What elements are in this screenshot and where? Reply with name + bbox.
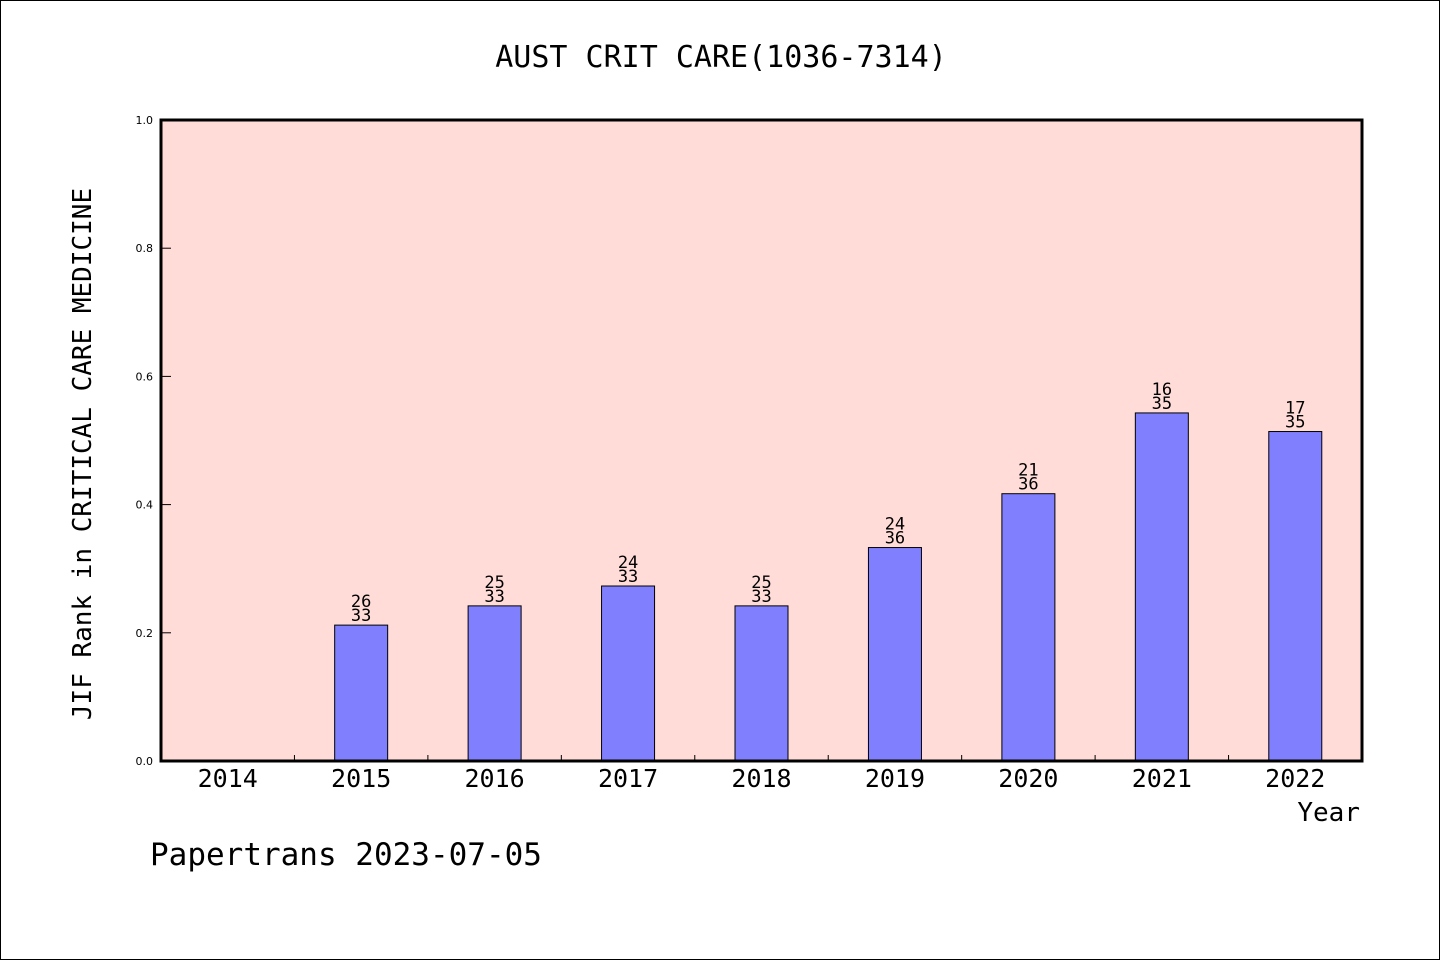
- bar-2015: [334, 624, 389, 762]
- bar-2021: [1134, 412, 1189, 762]
- bar-label-total: 33: [751, 587, 771, 607]
- plot-border: [159, 118, 1364, 763]
- y-axis-label: JIF Rank in CRITICAL CARE MEDICINE: [68, 188, 98, 720]
- bar-2019: [867, 547, 922, 762]
- x-axis: 2014 2015 2016 2017 2018 2019 2020 2021 2022: [198, 755, 1325, 793]
- bars-group: [334, 412, 1323, 762]
- y-tick-label: 0.2: [136, 627, 154, 640]
- x-tick-label: 2015: [331, 764, 391, 793]
- x-tick-label: 2018: [731, 764, 791, 793]
- bar-label-total: 33: [484, 587, 504, 607]
- bar-label-rank: 17: [1285, 399, 1305, 419]
- bar-2018: [734, 605, 789, 762]
- bar-label-total: 33: [351, 606, 371, 626]
- x-tick-label: 2022: [1265, 764, 1325, 793]
- x-tick-label: 2017: [598, 764, 658, 793]
- x-tick-label: 2016: [465, 764, 525, 793]
- footer-credit: Papertrans 2023-07-05: [150, 837, 542, 873]
- x-tick-label: 2021: [1132, 764, 1192, 793]
- bar-2020: [1001, 493, 1056, 762]
- bar-2022: [1268, 431, 1323, 762]
- bar-label-total: 36: [1018, 475, 1038, 495]
- y-tick-label: 0.4: [136, 499, 154, 512]
- bar-label-rank: 26: [351, 592, 371, 612]
- bar-2016: [467, 605, 522, 762]
- bar-label-total: 35: [1285, 413, 1305, 433]
- bar-label-total: 35: [1152, 394, 1172, 414]
- x-axis-label: Year: [1297, 798, 1360, 828]
- bar-label-total: 36: [885, 529, 905, 549]
- bar-label-rank: 16: [1152, 380, 1172, 400]
- x-tick-label: 2014: [198, 764, 258, 793]
- chart-title: AUST CRIT CARE(1036-7314): [495, 40, 947, 75]
- y-tick-label: 0.8: [136, 242, 154, 255]
- bar-label-rank: 24: [618, 553, 638, 573]
- y-axis: 0.0 0.2 0.4 0.6 0.8 1.0: [136, 114, 171, 768]
- y-tick-label: 0.6: [136, 370, 154, 383]
- bar-label-rank: 21: [1018, 461, 1038, 481]
- y-tick-label: 1.0: [136, 114, 154, 127]
- x-tick-label: 2020: [998, 764, 1058, 793]
- bar-label-rank: 25: [751, 573, 771, 593]
- x-tick-label: 2019: [865, 764, 925, 793]
- bar-label-total: 33: [618, 567, 638, 587]
- bar-label-rank: 25: [484, 573, 504, 593]
- y-tick-label: 0.0: [136, 755, 154, 768]
- bar-2017: [601, 585, 656, 762]
- bar-label-rank: 24: [885, 515, 905, 535]
